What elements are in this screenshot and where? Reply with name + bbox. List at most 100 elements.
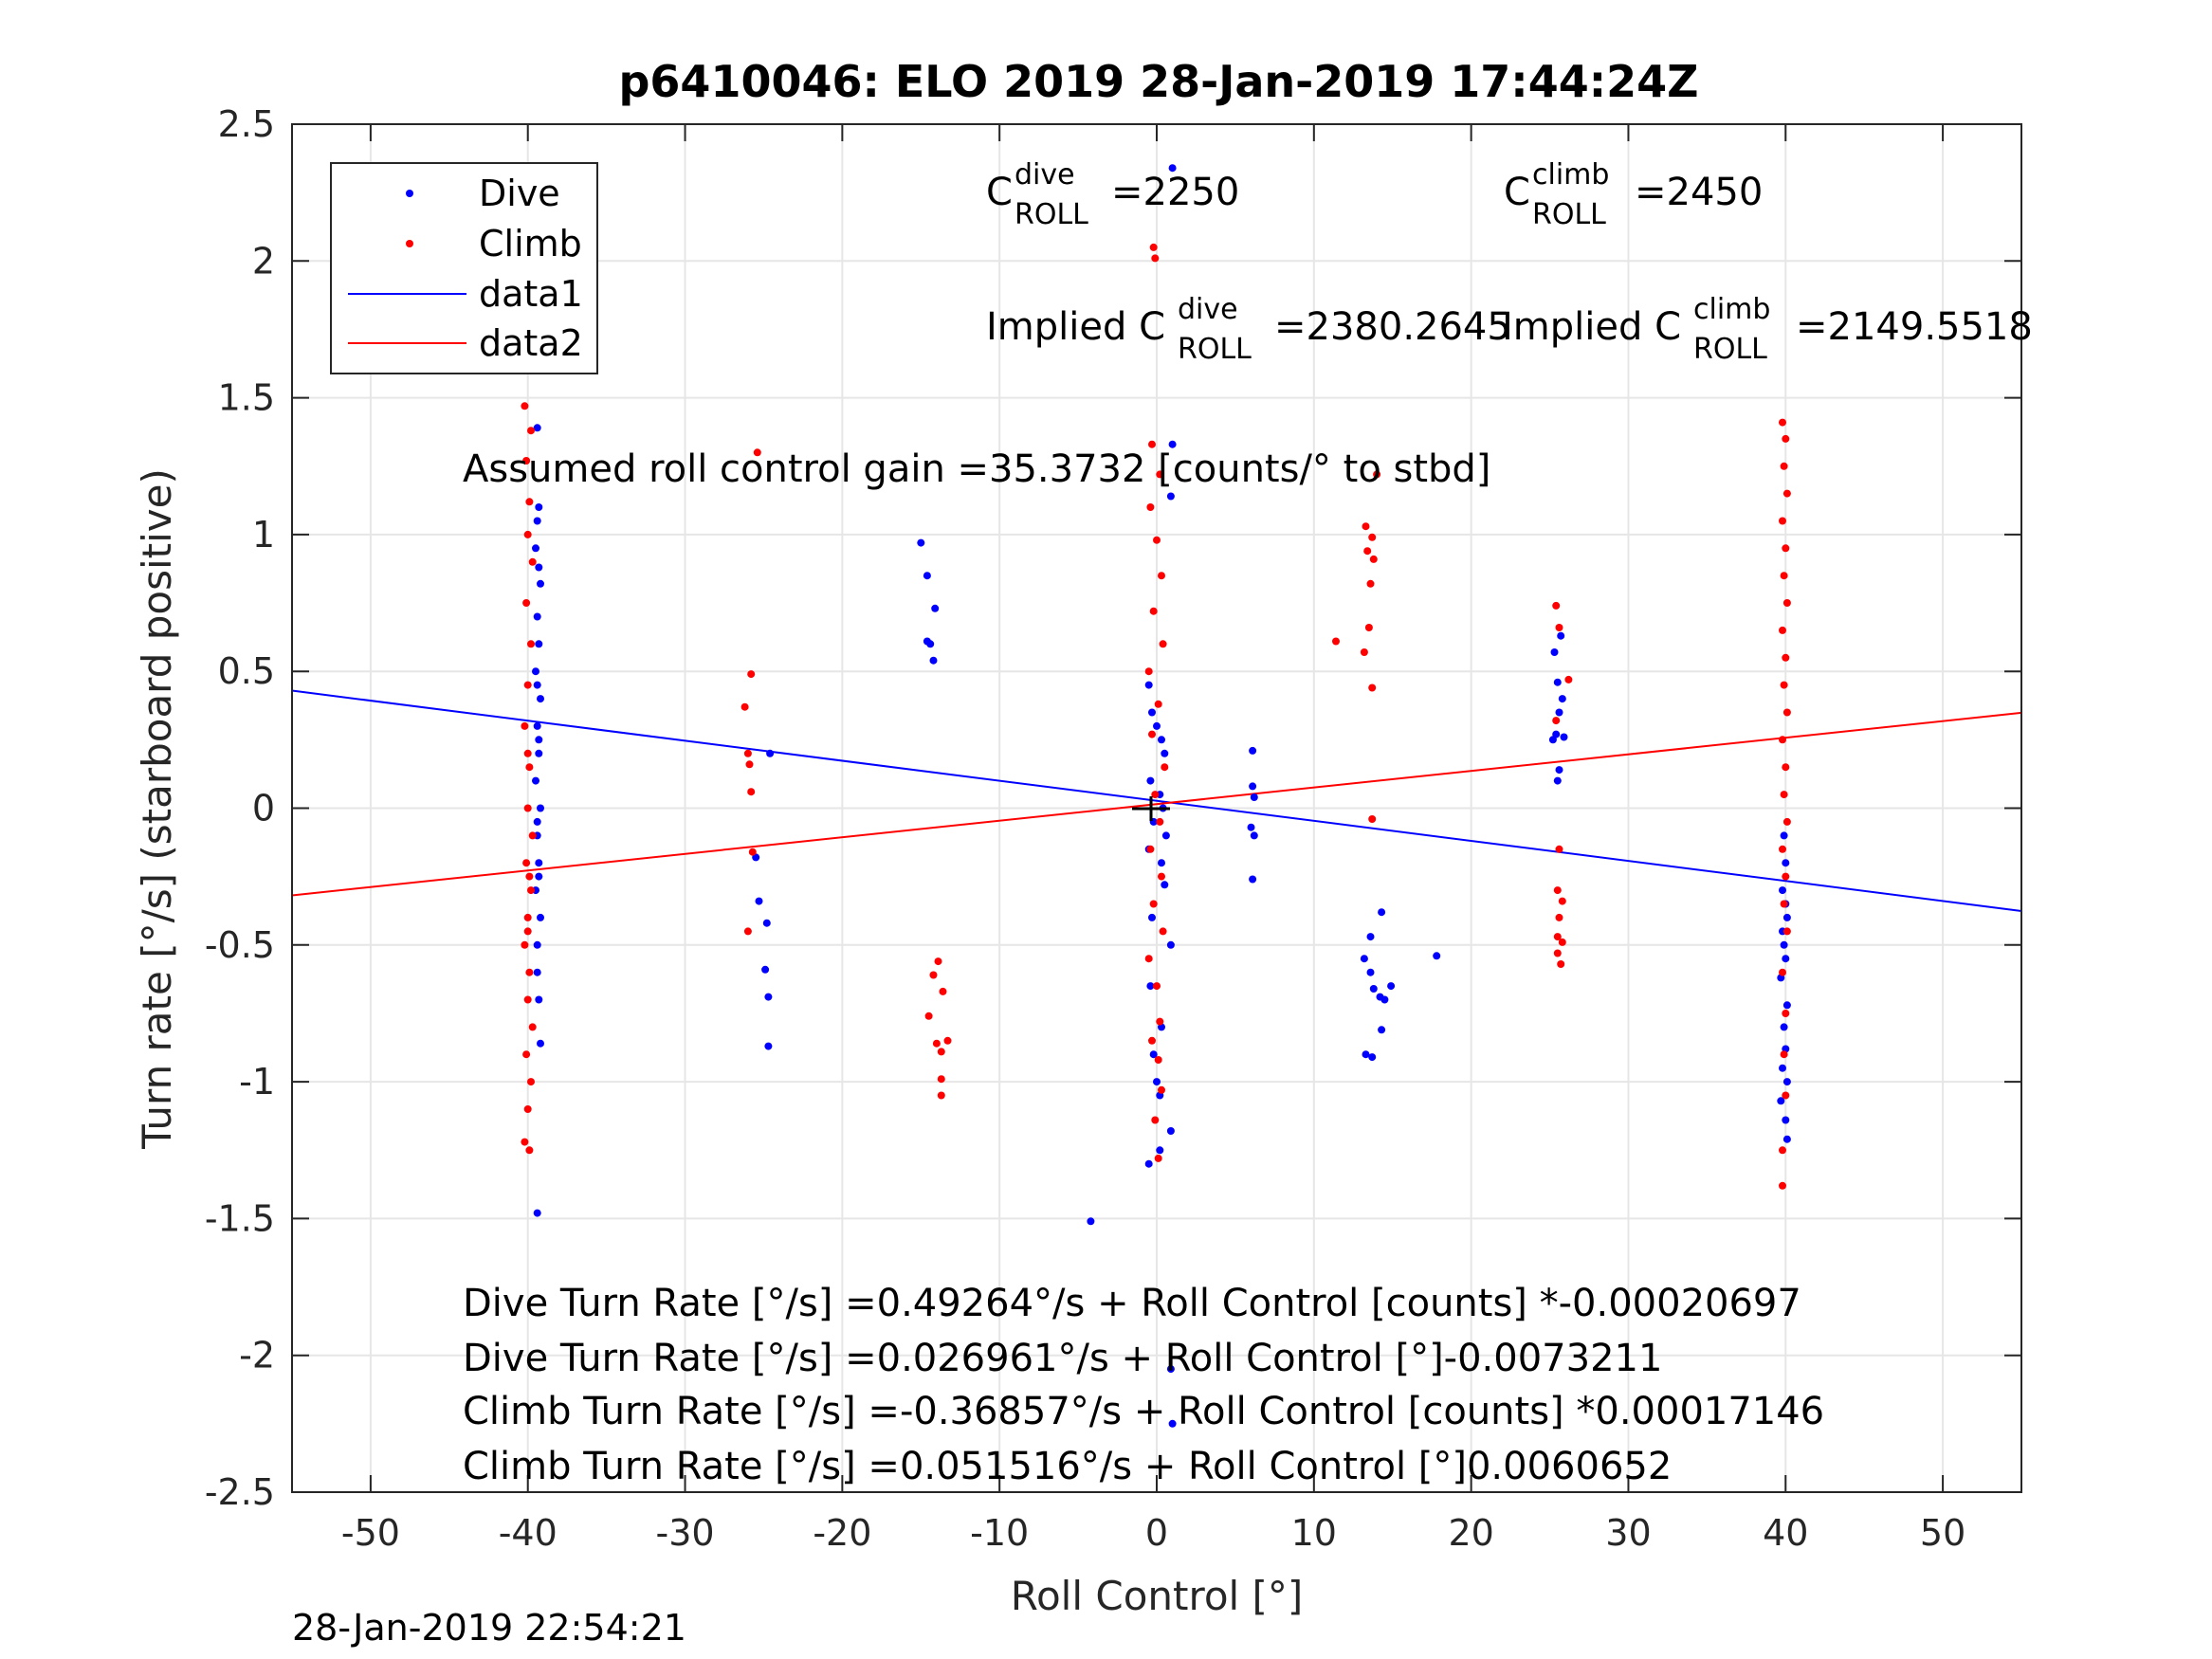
y-tick-label: 2 <box>252 240 275 282</box>
climb-point <box>527 1078 535 1086</box>
dive-point <box>1166 492 1175 501</box>
annotation-implied-dive: Implied C dive ROLL =2380.2645 <box>986 293 1511 366</box>
climb-point <box>1558 938 1566 946</box>
y-tick-labels: -2.5 -2 -1.5 -1 -0.5 0 0.5 1 1.5 2 2.5 <box>205 103 275 1513</box>
dive-point <box>755 897 763 905</box>
dive-point <box>535 503 543 511</box>
dive-point <box>1378 908 1386 917</box>
y-tick-label: -1.5 <box>205 1197 275 1239</box>
dive-point <box>533 612 541 621</box>
climb-point <box>525 1146 534 1155</box>
climb-point <box>1144 955 1153 963</box>
climb-point <box>528 1023 537 1031</box>
climb-point <box>1154 700 1162 708</box>
climb-point <box>924 1012 933 1020</box>
climb-point <box>521 721 529 730</box>
dive-point <box>1782 859 1790 867</box>
annotation-eq2: Dive Turn Rate [°/s] =0.026961°/s + Roll… <box>463 1337 1662 1380</box>
climb-point <box>1782 1010 1790 1017</box>
dive-point <box>1782 1116 1790 1124</box>
dive-point <box>1360 955 1368 963</box>
dive-point <box>923 572 931 580</box>
dive-point <box>1553 776 1562 785</box>
climb-point <box>1557 960 1565 968</box>
dive-point <box>532 667 539 676</box>
x-tick-label: 50 <box>1920 1512 1965 1554</box>
dive-point <box>1249 746 1257 755</box>
climb-point <box>939 987 947 995</box>
dive-point <box>917 538 925 547</box>
dive-point <box>533 517 541 525</box>
climb-point <box>1564 675 1573 684</box>
climb-point <box>523 1105 532 1113</box>
dive-point <box>1779 1064 1786 1072</box>
climb-point <box>521 402 529 410</box>
dive-point <box>1250 831 1258 840</box>
dive-point <box>1780 940 1788 949</box>
dive-point <box>766 749 775 757</box>
climb-point <box>1780 900 1788 908</box>
dive-point <box>533 721 541 730</box>
c-dive-value: =2250 <box>1111 171 1239 214</box>
climb-point <box>747 788 756 796</box>
dive-point <box>1247 823 1255 831</box>
dive-point <box>1161 881 1169 889</box>
climb-point <box>1366 579 1375 588</box>
dive-point <box>1558 695 1566 703</box>
dive-point <box>1380 995 1389 1004</box>
climb-point <box>1149 607 1158 615</box>
climb-point <box>1158 872 1165 881</box>
dive-point <box>1782 1078 1791 1086</box>
dive-point <box>1168 1419 1177 1428</box>
climb-point <box>1779 418 1786 427</box>
chart-title: p6410046: ELO 2019 28-Jan-2019 17:44:24Z <box>619 56 1699 107</box>
climb-point <box>1161 763 1169 772</box>
dive-point <box>1777 1097 1785 1105</box>
dive-point <box>537 913 544 921</box>
climb-point <box>937 1091 945 1100</box>
climb-point <box>1558 897 1566 905</box>
climb-point <box>522 859 531 867</box>
dive-point <box>1782 913 1791 921</box>
climb-point <box>1553 949 1562 957</box>
climb-point <box>1369 555 1378 563</box>
dive-point <box>1156 1146 1164 1155</box>
climb-point <box>1158 572 1165 580</box>
climb-point <box>745 760 754 769</box>
dive-point <box>926 640 935 648</box>
c-climb-sub: ROLL <box>1532 198 1606 231</box>
annotation-c-dive: C dive ROLL =2250 <box>986 158 1239 231</box>
climb-point <box>522 599 531 607</box>
fit-line-data1 <box>291 689 2022 912</box>
climb-point <box>1780 572 1788 580</box>
climb-point <box>929 971 938 979</box>
dive-point <box>535 872 543 881</box>
y-axis-label: Turn rate [°/s] (starboard positive) <box>134 468 180 1150</box>
dive-point <box>764 1042 773 1050</box>
climb-point <box>527 640 535 648</box>
dive-point <box>1158 859 1165 867</box>
climb-point <box>743 927 752 936</box>
climb-point <box>1553 933 1562 941</box>
dive-point <box>537 804 544 812</box>
dive-point <box>532 544 539 553</box>
climb-point <box>1151 791 1160 799</box>
climb-point <box>1149 243 1158 251</box>
climb-point <box>1153 982 1161 991</box>
dive-point <box>1779 886 1786 895</box>
x-tick-label: -30 <box>656 1512 715 1554</box>
dive-point <box>1144 681 1153 689</box>
climb-point <box>1151 1116 1160 1124</box>
c-dive-base: C <box>986 171 1013 214</box>
legend-climb-label: Climb <box>479 223 582 264</box>
dive-point <box>1153 721 1161 730</box>
x-tick-label: 0 <box>1145 1512 1168 1554</box>
climb-point <box>1782 872 1790 881</box>
y-tick-label: -0.5 <box>205 924 275 966</box>
climb-point <box>932 1039 941 1048</box>
climb-point <box>523 995 532 1004</box>
c-climb-base: C <box>1504 171 1530 214</box>
annotation-gain: Assumed roll control gain =35.3732 [coun… <box>463 447 1490 491</box>
dive-point <box>535 749 543 757</box>
